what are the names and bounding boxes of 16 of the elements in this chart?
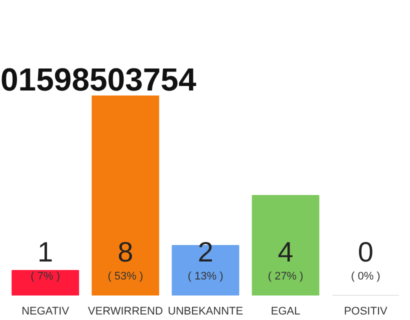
data-label: 2	[198, 236, 214, 268]
data-label: 1	[38, 236, 54, 268]
data-label: 0	[358, 236, 374, 268]
x-tick-label: UNBEKANNTE	[168, 306, 244, 318]
data-label: 4	[278, 236, 294, 268]
annotation: ( 53% )	[108, 270, 144, 283]
x-tick-label: POSITIV	[344, 306, 388, 318]
x-tick-label: NEGATIV	[22, 306, 70, 318]
annotation: ( 0% )	[350, 270, 380, 283]
x-tick-label: EGAL	[270, 306, 300, 318]
data-label: 8	[118, 236, 134, 268]
chart-title: 01598503754	[0, 62, 196, 98]
annotation: ( 27% )	[268, 270, 304, 283]
annotation: ( 13% )	[188, 270, 224, 283]
x-tick-label: VERWIRREND	[88, 306, 163, 318]
annotation: ( 7% )	[30, 270, 60, 283]
